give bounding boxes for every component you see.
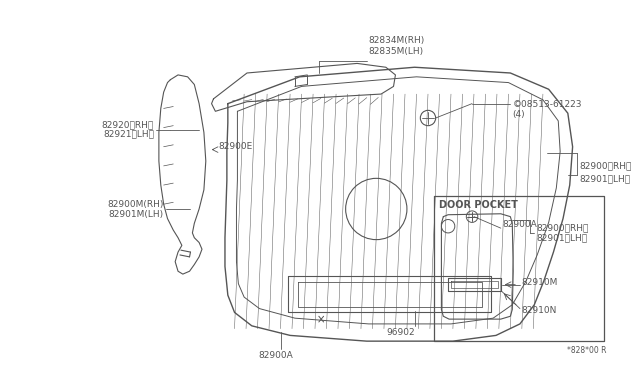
Text: 82900A: 82900A [502, 220, 538, 229]
Text: 82901〈LH〉: 82901〈LH〉 [536, 233, 588, 242]
Text: 82901M(LH): 82901M(LH) [109, 210, 164, 219]
Text: 96902: 96902 [386, 328, 415, 337]
Text: 82900〈RH〉: 82900〈RH〉 [579, 161, 632, 170]
Text: 82900E: 82900E [218, 142, 253, 151]
Text: 82910M: 82910M [522, 278, 558, 287]
Text: 82910N: 82910N [522, 306, 557, 315]
Text: 82921〈LH〉: 82921〈LH〉 [103, 130, 154, 139]
Text: 82900〈RH〉: 82900〈RH〉 [536, 224, 589, 232]
Text: *828*00 R: *828*00 R [566, 346, 606, 355]
Text: ©08513-61223
(4): ©08513-61223 (4) [512, 100, 582, 119]
Text: DOOR POCKET: DOOR POCKET [438, 201, 517, 210]
Text: 82901〈LH〉: 82901〈LH〉 [579, 174, 630, 183]
Text: 82900A: 82900A [259, 351, 293, 360]
Text: 82900M(RH): 82900M(RH) [108, 200, 164, 209]
Text: 82920〈RH〉: 82920〈RH〉 [102, 120, 154, 129]
Text: 82834M(RH)
82835M(LH): 82834M(RH) 82835M(LH) [369, 36, 425, 56]
